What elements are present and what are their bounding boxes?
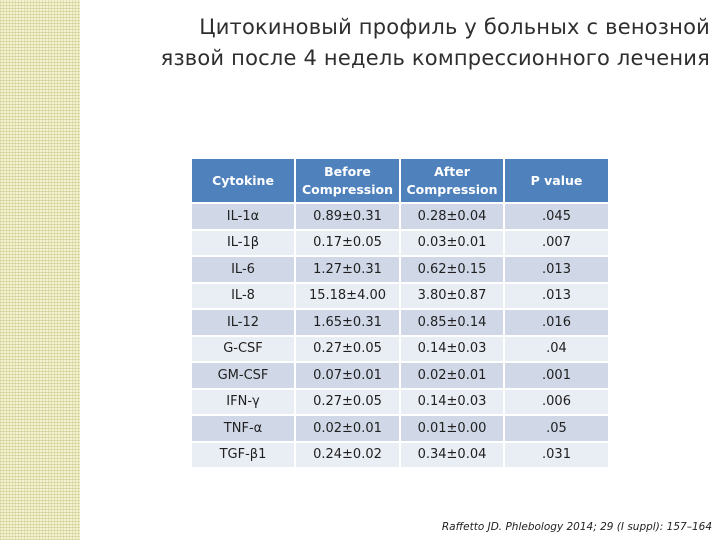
slide-title-line-2: язвой после 4 недель компрессионного леч… bbox=[160, 46, 710, 70]
table-row: TGF-β1 0.24±0.02 0.34±0.04 .031 bbox=[190, 440, 610, 469]
cell-cytokine: TGF-β1 bbox=[190, 440, 296, 469]
table-row: IL-1β 0.17±0.05 0.03±0.01 .007 bbox=[190, 228, 610, 257]
cell-p-value: .031 bbox=[503, 440, 610, 469]
header-before-compression: Before Compression bbox=[294, 157, 401, 204]
cell-before: 15.18±4.00 bbox=[294, 281, 401, 310]
table-row: IL-1α 0.89±0.31 0.28±0.04 .045 bbox=[190, 202, 610, 231]
cell-p-value: .006 bbox=[503, 387, 610, 416]
cell-after: 0.34±0.04 bbox=[399, 440, 505, 469]
slide-title: Цитокиновый профиль у больных с венозной… bbox=[90, 12, 710, 74]
cell-p-value: .05 bbox=[503, 414, 610, 443]
header-after-compression: After Compression bbox=[399, 157, 505, 204]
table-row: IL-8 15.18±4.00 3.80±0.87 .013 bbox=[190, 281, 610, 310]
cell-cytokine: IFN-γ bbox=[190, 387, 296, 416]
table-row: TNF-α 0.02±0.01 0.01±0.00 .05 bbox=[190, 414, 610, 443]
cell-before: 0.07±0.01 bbox=[294, 361, 401, 390]
cell-after: 0.02±0.01 bbox=[399, 361, 505, 390]
citation: Raffetto JD. Phlebology 2014; 29 (I supp… bbox=[441, 521, 712, 533]
cell-before: 0.27±0.05 bbox=[294, 334, 401, 363]
cell-before: 0.17±0.05 bbox=[294, 228, 401, 257]
cell-p-value: .016 bbox=[503, 308, 610, 337]
table-row: IFN-γ 0.27±0.05 0.14±0.03 .006 bbox=[190, 387, 610, 416]
header-after-line-1: After bbox=[434, 163, 470, 179]
table-row: IL-12 1.65±0.31 0.85±0.14 .016 bbox=[190, 308, 610, 337]
cell-cytokine: TNF-α bbox=[190, 414, 296, 443]
cell-after: 0.03±0.01 bbox=[399, 228, 505, 257]
table-row: GM-CSF 0.07±0.01 0.02±0.01 .001 bbox=[190, 361, 610, 390]
cell-cytokine: IL-8 bbox=[190, 281, 296, 310]
cell-after: 0.28±0.04 bbox=[399, 202, 505, 231]
cell-p-value: .007 bbox=[503, 228, 610, 257]
slide-title-line-1: Цитокиновый профиль у больных с венозной bbox=[199, 15, 710, 39]
cell-before: 0.27±0.05 bbox=[294, 387, 401, 416]
header-after-line-2: Compression bbox=[406, 181, 498, 197]
cell-before: 1.27±0.31 bbox=[294, 255, 401, 284]
cell-after: 0.01±0.00 bbox=[399, 414, 505, 443]
cell-p-value: .001 bbox=[503, 361, 610, 390]
decorative-side-strip bbox=[0, 0, 80, 540]
cell-p-value: .013 bbox=[503, 281, 610, 310]
header-cytokine-line-1: Cytokine bbox=[212, 172, 274, 188]
cell-p-value: .04 bbox=[503, 334, 610, 363]
cell-before: 0.89±0.31 bbox=[294, 202, 401, 231]
cell-cytokine: IL-1α bbox=[190, 202, 296, 231]
cell-cytokine: G-CSF bbox=[190, 334, 296, 363]
cell-cytokine: IL-6 bbox=[190, 255, 296, 284]
cell-after: 0.62±0.15 bbox=[399, 255, 505, 284]
cell-p-value: .013 bbox=[503, 255, 610, 284]
header-cytokine: Cytokine bbox=[190, 157, 296, 204]
table-row: IL-6 1.27±0.31 0.62±0.15 .013 bbox=[190, 255, 610, 284]
header-before-line-2: Compression bbox=[301, 181, 394, 197]
cell-after: 3.80±0.87 bbox=[399, 281, 505, 310]
cell-after: 0.14±0.03 bbox=[399, 334, 505, 363]
cell-p-value: .045 bbox=[503, 202, 610, 231]
header-before-line-1: Before bbox=[324, 163, 371, 179]
cell-before: 0.24±0.02 bbox=[294, 440, 401, 469]
cell-after: 0.14±0.03 bbox=[399, 387, 505, 416]
table-header-row: Cytokine Before Compression After Compre… bbox=[190, 157, 610, 204]
cell-after: 0.85±0.14 bbox=[399, 308, 505, 337]
cell-before: 0.02±0.01 bbox=[294, 414, 401, 443]
header-p-value-line-1: P value bbox=[530, 172, 583, 188]
header-p-value: P value bbox=[503, 157, 610, 204]
cell-before: 1.65±0.31 bbox=[294, 308, 401, 337]
cell-cytokine: GM-CSF bbox=[190, 361, 296, 390]
cell-cytokine: IL-12 bbox=[190, 308, 296, 337]
cytokine-table: Cytokine Before Compression After Compre… bbox=[190, 157, 610, 469]
table-row: G-CSF 0.27±0.05 0.14±0.03 .04 bbox=[190, 334, 610, 363]
cell-cytokine: IL-1β bbox=[190, 228, 296, 257]
